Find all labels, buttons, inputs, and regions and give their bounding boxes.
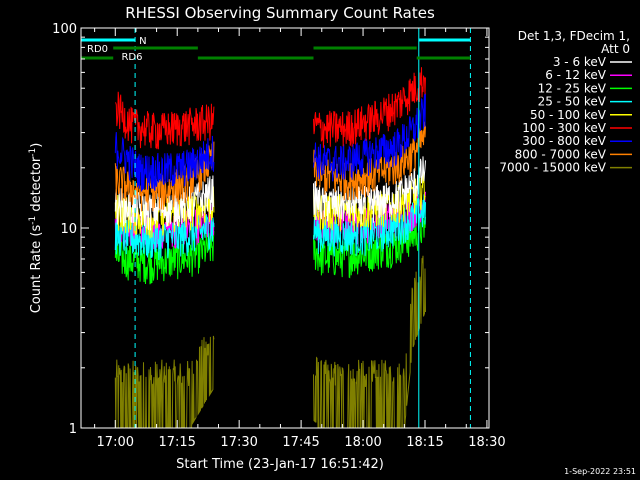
y-axis-label-superscript-2: -1 [28, 148, 38, 157]
x-tick-label: 17:00 [97, 435, 134, 450]
series-line-100-300-kev-seg2 [313, 67, 426, 148]
y-tick-label: 10 [60, 222, 77, 237]
y-axis-label-tail: detector [29, 156, 44, 216]
x-tick-label: 18:30 [468, 435, 505, 450]
x-tick-label: 17:45 [282, 435, 319, 450]
legend-label-2: 6 - 12 keV [545, 68, 607, 82]
legend-label-4: 25 - 50 keV [538, 95, 607, 109]
legend-label-7: 300 - 800 keV [522, 134, 606, 148]
rd0-flag-label: RD0 [87, 44, 108, 55]
legend-label-1: 3 - 6 keV [553, 55, 607, 69]
series-line-3-6-kev-seg2 [313, 156, 426, 225]
series-line-300-800-kev-seg1 [114, 132, 215, 192]
series-line-300-800-kev-seg2 [313, 93, 426, 182]
legend-header-line-1: Det 1,3, FDecim 1, [518, 29, 630, 43]
legend-label-6: 100 - 300 keV [522, 121, 606, 135]
chart-title: RHESSI Observing Summary Count Rates [125, 4, 435, 22]
legend-label-5: 50 - 100 keV [530, 108, 607, 122]
x-axis-label: Start Time (23-Jan-17 16:51:42) [176, 457, 384, 472]
series-line-100-300-kev-seg1 [114, 91, 215, 150]
x-axis: 17:00 17:15 17:30 17:45 18:00 18:15 18:30 [94, 28, 506, 450]
marker-layer: N RD0 RD6 [81, 28, 471, 428]
legend-label-8: 800 - 7000 keV [515, 147, 607, 161]
legend-header-line-2: Att 0 [601, 42, 630, 56]
y-axis-label-superscript: -1 [28, 216, 38, 225]
y-tick-label: 1 [69, 422, 77, 437]
legend-label-3: 12 - 25 keV [538, 81, 607, 95]
legend-label-9: 7000 - 15000 keV [499, 161, 606, 175]
y-axis-label-end: ) [29, 143, 44, 148]
x-tick-label: 18:00 [344, 435, 381, 450]
series-line-25-50-kev-seg2 [313, 194, 426, 257]
x-tick-label: 17:15 [158, 435, 195, 450]
y-tick-label: 100 [52, 22, 77, 37]
n-flag-label: N [139, 36, 146, 47]
x-tick-label: 17:30 [220, 435, 257, 450]
series-line-3-6-kev-seg1 [114, 175, 215, 231]
y-axis-label-main: Count Rate (s [29, 225, 44, 314]
y-axis-label: Count Rate (s-1 detector-1) [28, 143, 44, 314]
x-tick-label: 18:15 [406, 435, 443, 450]
rd6-flag-label: RD6 [121, 52, 142, 63]
y-axis: 1 10 100 [52, 22, 489, 437]
generation-timestamp: 1-Sep-2022 23:51 [564, 467, 636, 476]
